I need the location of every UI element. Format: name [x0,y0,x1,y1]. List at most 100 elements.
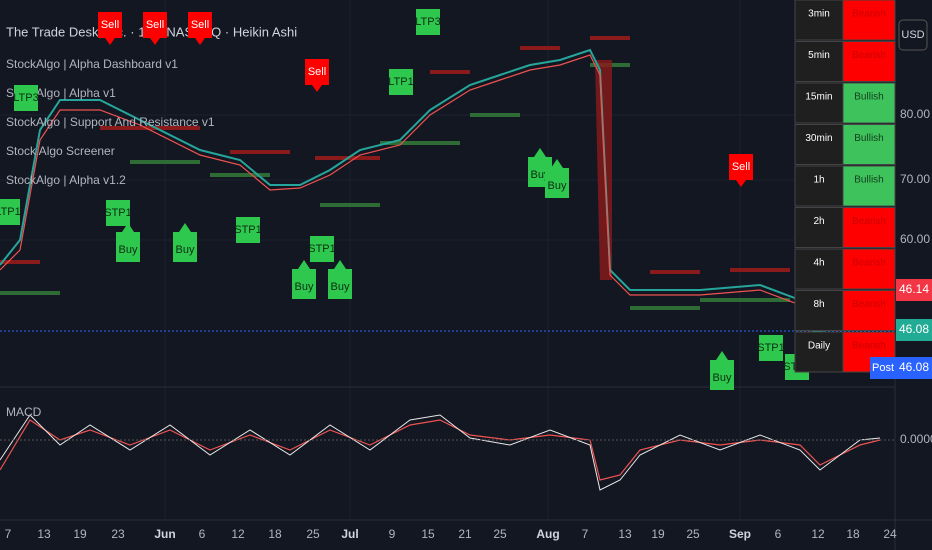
time-label: 12 [231,527,245,541]
price-tag [896,279,932,301]
price-series-2 [0,54,871,346]
signal-label: Buy [295,281,314,293]
signal-badge [759,335,783,361]
dashboard-timeframe-cell [794,0,844,41]
signal-label: STP1 [308,243,336,255]
macd-line [0,414,881,491]
dashboard-timeframe: 8h [813,299,824,310]
signal-pointer [179,223,191,232]
price-tag [896,319,932,341]
signal-label: LTP1 [0,206,21,218]
signal-pointer [122,223,134,232]
price-series [0,48,871,341]
signal-pointer [736,180,746,187]
dashboard-trend-cell [842,124,896,165]
dashboard-trend: Bullish [854,133,883,144]
indicator-label: StockAlgo | Support And Resistance v1 [6,115,215,129]
dashboard-trend-cell [842,207,896,248]
dashboard-timeframe: 4h [813,258,824,269]
dashboard-timeframe-cell [794,331,844,373]
signal-pointer [534,148,546,157]
signal-badge [116,232,140,262]
indicator-label: StockAlgo | Alpha Dashboard v1 [6,57,178,71]
signal-badge [14,85,38,111]
time-label: 15 [421,527,435,541]
signal-label: Buy [713,372,732,384]
dashboard-timeframe: 3min [808,9,830,20]
dashboard-trend: Bearish [852,216,886,227]
dashboard-timeframe-cell [794,248,844,290]
price-tag-label: 46.14 [899,282,929,296]
currency-button [898,19,928,51]
dashboard-timeframe: 30min [805,133,832,144]
dashboard-trend: Bearish [852,299,886,310]
signal-badge [0,199,20,225]
dashboard-trend-cell [842,248,896,290]
time-label: Aug [536,527,559,541]
signal-label: LTP3 [13,92,38,104]
time-label: 7 [5,527,12,541]
signal-badge [729,154,753,180]
signal-badge [310,236,334,262]
dashboard-trend-cell [842,41,896,82]
signal-badge [710,360,734,390]
signal-badge [188,12,212,38]
signal-badge [143,12,167,38]
signal-label: LTP1 [388,76,413,88]
time-label: 19 [73,527,87,541]
post-label: Post [872,362,894,374]
signal-pointer [105,38,115,45]
signal-label: STP1 [234,224,262,236]
signal-pointer [716,351,728,360]
signal-label: Sell [146,19,164,31]
signal-badge [305,59,329,85]
time-label: 25 [686,527,700,541]
signal-label: Buy [548,180,567,192]
macd-title: MACD [6,405,42,419]
time-label: 13 [618,527,632,541]
post-price: 46.08 [899,360,929,374]
signal-badge [98,12,122,38]
time-label: 13 [37,527,51,541]
signal-pointer [195,38,205,45]
dashboard-trend-cell [842,82,896,124]
dashboard-timeframe: 1h [813,175,824,186]
signal-label: Sell [101,19,119,31]
dashboard-timeframe: 5min [808,50,830,61]
dashboard-timeframe: Daily [808,341,830,352]
signal-pointer [551,159,563,168]
dashboard-timeframe-cell [794,165,844,207]
post-tag [870,357,896,379]
dashboard-trend: Bearish [852,258,886,269]
time-label: 23 [111,527,125,541]
time-label: 25 [306,527,320,541]
signal-pointer [334,260,346,269]
grid [0,0,895,520]
time-label: 6 [775,527,782,541]
time-label: 25 [493,527,507,541]
dashboard-trend-cell [842,0,896,41]
signal-badge [545,168,569,198]
time-label: 21 [458,527,472,541]
signal-label: Buy [176,244,195,256]
dashboard-trend: Bullish [854,175,883,186]
dashboard-timeframe-cell [794,82,844,124]
signal-pointer [298,260,310,269]
macd-zero-label: 0.0000 [900,432,932,446]
dashboard-timeframe-cell [794,207,844,248]
macd-signal [0,419,881,481]
dashboard-timeframe: 15min [805,92,832,103]
signal-label: Sell [308,66,326,78]
signal-label: STP1 [757,342,785,354]
dashboard-trend: Bearish [852,9,886,20]
signal-badge [106,200,130,226]
signal-label: Buy [119,244,138,256]
price-tag-label: 46.08 [899,322,929,336]
time-label: 6 [199,527,206,541]
levels [0,36,790,310]
time-label: 19 [651,527,665,541]
signal-badge [328,269,352,299]
signal-pointer [312,85,322,92]
